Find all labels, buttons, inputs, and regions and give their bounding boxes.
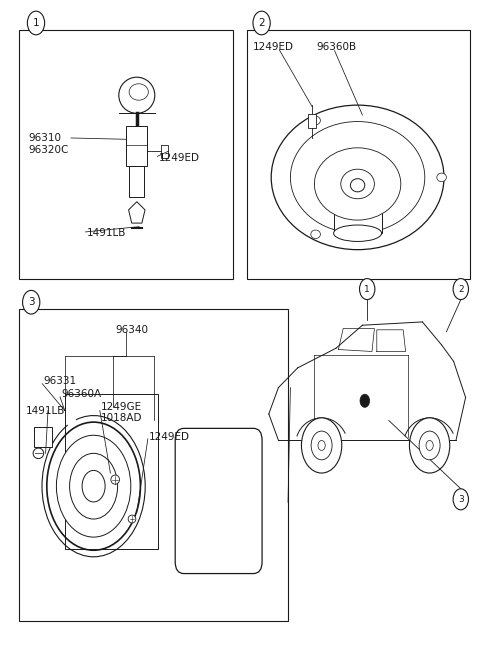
Circle shape	[318, 440, 325, 451]
Text: 1: 1	[364, 284, 370, 294]
Text: 1018AD: 1018AD	[101, 413, 142, 423]
Text: 1491LB: 1491LB	[86, 228, 126, 238]
Text: 1: 1	[33, 18, 39, 28]
Circle shape	[453, 279, 468, 300]
Ellipse shape	[47, 422, 140, 551]
Text: 1491LB: 1491LB	[25, 405, 65, 416]
Text: 2: 2	[258, 18, 265, 28]
Text: 96320C: 96320C	[29, 145, 69, 155]
Bar	[34, 427, 52, 447]
Bar	[334, 207, 382, 233]
Circle shape	[301, 418, 342, 473]
Circle shape	[23, 290, 40, 314]
Ellipse shape	[350, 179, 365, 192]
Ellipse shape	[57, 436, 131, 537]
Ellipse shape	[119, 78, 155, 113]
Ellipse shape	[437, 173, 446, 182]
Text: 96360B: 96360B	[317, 42, 357, 53]
Bar	[65, 394, 158, 549]
Circle shape	[27, 11, 45, 35]
Text: 96340: 96340	[115, 325, 148, 335]
Ellipse shape	[314, 148, 401, 220]
Ellipse shape	[271, 105, 444, 250]
Circle shape	[409, 418, 450, 473]
Circle shape	[253, 11, 270, 35]
Circle shape	[419, 431, 440, 460]
Bar	[19, 30, 233, 279]
Ellipse shape	[129, 84, 148, 101]
Ellipse shape	[128, 515, 136, 523]
Text: 96331: 96331	[43, 376, 76, 386]
Ellipse shape	[70, 453, 118, 519]
Polygon shape	[129, 202, 145, 223]
Bar	[161, 145, 168, 158]
Bar	[19, 309, 288, 621]
Text: 3: 3	[28, 297, 35, 307]
Ellipse shape	[311, 230, 321, 238]
Circle shape	[360, 279, 375, 300]
Ellipse shape	[341, 170, 374, 199]
Ellipse shape	[111, 475, 120, 484]
Circle shape	[360, 394, 370, 407]
FancyBboxPatch shape	[175, 428, 262, 574]
Text: 1249GE: 1249GE	[101, 402, 142, 413]
Text: 1249ED: 1249ED	[158, 152, 199, 163]
Ellipse shape	[334, 225, 382, 242]
Ellipse shape	[82, 470, 105, 502]
Text: 96360A: 96360A	[61, 389, 102, 399]
Ellipse shape	[290, 122, 425, 233]
Bar	[129, 166, 144, 197]
Circle shape	[426, 440, 433, 451]
Text: 96310: 96310	[29, 133, 62, 143]
Text: 1249ED: 1249ED	[149, 432, 190, 442]
Bar	[308, 114, 316, 128]
Circle shape	[453, 489, 468, 510]
Ellipse shape	[311, 116, 321, 125]
Text: 3: 3	[458, 495, 464, 504]
Circle shape	[311, 431, 332, 460]
Bar	[247, 30, 470, 279]
Text: 1249ED: 1249ED	[253, 42, 294, 53]
Ellipse shape	[33, 448, 44, 459]
Bar	[126, 126, 147, 166]
Text: 2: 2	[458, 284, 464, 294]
